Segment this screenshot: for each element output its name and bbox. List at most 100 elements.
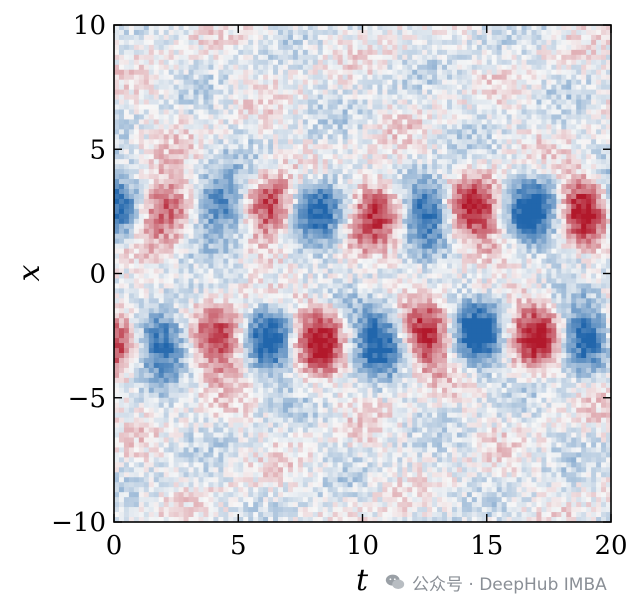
heatmap-cell	[601, 34, 607, 41]
heatmap-cell	[521, 69, 527, 76]
heatmap-cell	[546, 258, 552, 264]
heatmap-cell	[427, 253, 433, 259]
heatmap-cell	[268, 64, 274, 71]
heatmap-cell	[307, 59, 314, 66]
heatmap-cell	[556, 129, 562, 135]
heatmap-cell	[581, 64, 587, 71]
heatmap-cell	[143, 44, 150, 51]
heatmap-cell	[551, 268, 557, 274]
heatmap-cell	[392, 263, 398, 269]
heatmap-cell	[412, 34, 418, 41]
heatmap-cell	[163, 223, 170, 230]
heatmap-cell	[427, 39, 433, 46]
heatmap-cell	[546, 124, 552, 130]
heatmap-cell	[238, 243, 244, 250]
heatmap-cell	[601, 119, 607, 125]
heatmap-cell	[287, 179, 294, 185]
heatmap-cell	[273, 84, 279, 91]
heatmap-cell	[118, 149, 125, 155]
heatmap-cell	[536, 74, 542, 81]
heatmap-cell	[248, 248, 254, 255]
heatmap-cell	[362, 29, 368, 36]
heatmap-cell	[317, 218, 324, 225]
heatmap-cell	[357, 184, 363, 190]
heatmap-cell	[402, 64, 408, 71]
heatmap-cell	[213, 29, 219, 36]
heatmap-cell	[541, 89, 547, 95]
heatmap-cell	[536, 109, 542, 115]
heatmap-cell	[173, 149, 180, 155]
heatmap-cell	[143, 69, 150, 76]
heatmap-cell	[163, 79, 170, 86]
heatmap-cell	[173, 64, 180, 71]
heatmap-cell	[392, 89, 398, 95]
heatmap-cell	[596, 114, 602, 120]
heatmap-cell	[183, 39, 189, 46]
heatmap-cell	[506, 184, 512, 190]
heatmap-cell	[342, 39, 348, 46]
heatmap-cell	[168, 114, 175, 120]
heatmap-cell	[516, 179, 522, 185]
heatmap-cell	[506, 243, 512, 250]
heatmap-cell	[332, 223, 339, 230]
heatmap-cell	[243, 258, 249, 264]
heatmap-cell	[243, 89, 249, 95]
heatmap-cell	[596, 169, 602, 175]
heatmap-cell	[566, 164, 572, 170]
heatmap-cell	[412, 149, 418, 155]
heatmap-cell	[566, 223, 572, 230]
heatmap-cell	[153, 253, 160, 259]
heatmap-cell	[128, 193, 135, 200]
heatmap-cell	[307, 89, 314, 95]
heatmap-cell	[392, 198, 398, 205]
heatmap-cell	[372, 144, 378, 150]
heatmap-cell	[422, 253, 428, 259]
heatmap-cell	[471, 164, 478, 170]
heatmap-cell	[476, 189, 483, 195]
heatmap-cell	[297, 223, 304, 230]
heatmap-cell	[526, 154, 532, 160]
heatmap-cell	[551, 228, 557, 235]
heatmap-cell	[158, 64, 165, 71]
heatmap-cell	[576, 114, 582, 120]
heatmap-cell	[312, 164, 319, 170]
heatmap-cell	[248, 223, 254, 230]
heatmap-cell	[243, 248, 249, 255]
heatmap-cell	[461, 184, 468, 190]
heatmap-cell	[556, 34, 562, 41]
heatmap-cell	[128, 238, 135, 245]
heatmap-cell	[456, 129, 463, 135]
heatmap-cell	[233, 99, 239, 105]
heatmap-cell	[248, 29, 254, 36]
heatmap-cell	[417, 164, 423, 170]
heatmap-cell	[243, 94, 249, 100]
heatmap-cell	[427, 59, 433, 66]
heatmap-cell	[208, 263, 214, 269]
heatmap-cell	[397, 89, 403, 95]
heatmap-cell	[596, 59, 602, 66]
heatmap-cell	[506, 144, 512, 150]
heatmap-cell	[551, 213, 557, 220]
heatmap-cell	[352, 218, 358, 225]
heatmap-cell	[432, 34, 438, 41]
heatmap-cell	[382, 223, 388, 230]
heatmap-cell	[178, 44, 184, 51]
heatmap-cell	[173, 218, 180, 225]
heatmap-cell	[188, 228, 194, 235]
heatmap-cell	[282, 213, 289, 220]
heatmap-cell	[601, 223, 607, 230]
heatmap-cell	[437, 179, 443, 185]
heatmap-cell	[417, 114, 423, 120]
heatmap-cell	[451, 203, 458, 210]
heatmap-cell	[158, 114, 165, 120]
heatmap-cell	[466, 59, 473, 66]
heatmap-cell	[243, 149, 249, 155]
heatmap-cell	[188, 149, 194, 155]
heatmap-cell	[292, 208, 299, 215]
heatmap-cell	[282, 154, 289, 160]
heatmap-cell	[123, 213, 130, 220]
heatmap-cell	[287, 213, 294, 220]
heatmap-cell	[566, 89, 572, 95]
heatmap-cell	[223, 134, 229, 140]
heatmap-cell	[278, 149, 284, 155]
